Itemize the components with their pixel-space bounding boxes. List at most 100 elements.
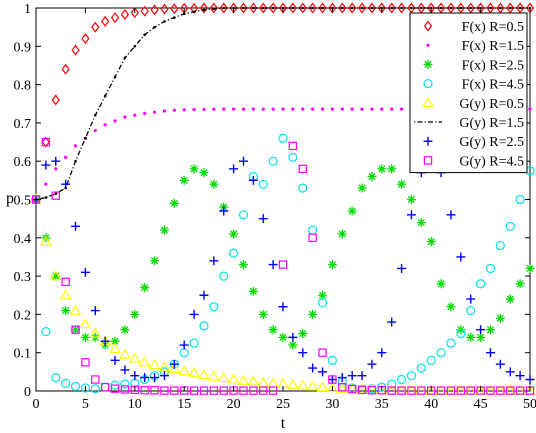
data-point	[199, 2, 209, 14]
data-point	[150, 373, 160, 383]
data-point	[138, 356, 151, 367]
legend-entry: G(y) R=2.5	[423, 135, 524, 150]
data-point	[168, 362, 181, 373]
legend-label: F(x) R=1.5	[462, 39, 524, 54]
data-point	[308, 309, 318, 319]
data-point	[251, 107, 255, 111]
data-point	[446, 210, 456, 220]
legend-label: F(x) R=2.5	[462, 58, 524, 73]
x-tick-label: 30	[325, 397, 339, 412]
data-point	[162, 109, 167, 113]
data-point	[387, 164, 397, 174]
data-point	[232, 107, 236, 111]
data-point	[212, 107, 216, 111]
data-point	[80, 332, 90, 342]
data-point	[298, 183, 308, 193]
data-point	[429, 6, 433, 10]
data-point	[120, 365, 130, 375]
axes: 0 5 10 15 20 25 30 35 40 45 50 0 0.1 0.2 0.3 0.4 0.5 0.6 0…	[14, 2, 536, 412]
data-point	[80, 383, 91, 393]
data-point	[199, 321, 209, 331]
data-point	[326, 381, 339, 393]
data-point	[360, 6, 364, 10]
data-point	[130, 309, 140, 319]
data-point	[169, 359, 179, 369]
data-point	[182, 108, 186, 112]
data-point	[84, 136, 87, 140]
y-tick-label: 0.2	[14, 308, 32, 323]
data-point	[170, 3, 179, 15]
data-point	[357, 2, 367, 14]
data-point	[367, 386, 377, 395]
data-point	[252, 6, 255, 10]
data-point	[406, 210, 416, 220]
y-tick-label: 0.7	[14, 117, 32, 132]
data-point	[281, 107, 285, 111]
data-point	[143, 111, 147, 115]
legend-label: G(y) R=4.5	[459, 154, 524, 169]
data-point	[397, 263, 407, 273]
data-point	[110, 384, 120, 393]
x-tick-label: 25	[276, 397, 290, 412]
data-point	[298, 2, 307, 14]
data-point	[328, 375, 337, 384]
data-point	[64, 155, 68, 159]
x-tick-label: 0	[33, 397, 40, 412]
x-tick-label: 15	[177, 397, 191, 412]
data-point	[153, 25, 156, 29]
data-point	[140, 386, 149, 395]
data-point	[416, 363, 426, 373]
data-point	[209, 2, 218, 14]
legend-entry: F(x) R=1.5	[426, 39, 524, 54]
data-point	[81, 358, 90, 367]
data-point	[495, 240, 505, 251]
data-point	[91, 21, 100, 33]
data-point	[301, 6, 305, 10]
data-point	[113, 119, 117, 123]
data-point	[41, 137, 51, 147]
legend-label: G(y) R=0.5	[459, 97, 524, 112]
data-point	[476, 325, 486, 335]
data-point	[350, 6, 354, 10]
data-point	[189, 309, 199, 319]
data-point	[406, 371, 417, 381]
data-point	[318, 290, 328, 300]
data-point	[173, 16, 176, 19]
data-point	[268, 386, 278, 395]
data-point	[528, 107, 532, 111]
data-point	[41, 160, 51, 170]
data-point	[439, 6, 443, 10]
data-point	[357, 371, 367, 381]
series-4	[30, 193, 536, 395]
data-point	[318, 367, 328, 377]
data-point	[61, 63, 70, 75]
y-axis-label: p	[6, 190, 14, 207]
data-point	[268, 156, 278, 166]
data-point	[466, 386, 475, 395]
data-point	[499, 6, 502, 10]
data-point	[232, 6, 235, 10]
data-point	[219, 206, 229, 216]
data-point	[44, 182, 48, 186]
data-point	[217, 371, 230, 383]
data-point	[120, 9, 130, 21]
y-tick-label: 0.3	[14, 270, 32, 285]
data-point	[179, 340, 189, 350]
x-tick-label: 35	[375, 397, 389, 412]
data-point	[387, 2, 396, 14]
legend-entry: F(x) R=4.5	[423, 78, 524, 93]
data-point	[258, 214, 268, 224]
data-point	[242, 6, 245, 10]
data-point	[476, 279, 486, 289]
data-point	[51, 191, 60, 200]
data-point	[103, 94, 107, 98]
data-point	[301, 107, 305, 111]
data-point	[61, 179, 71, 189]
data-point	[247, 375, 260, 386]
data-point	[479, 6, 482, 10]
data-point	[54, 167, 58, 171]
data-point	[308, 363, 318, 373]
data-point	[222, 107, 226, 111]
data-point	[93, 128, 97, 133]
